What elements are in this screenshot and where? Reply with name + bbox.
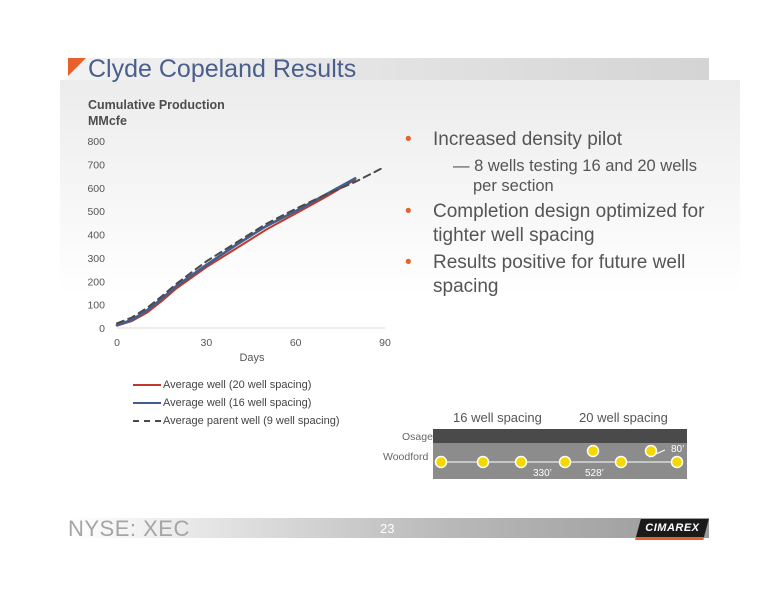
bullet-item: • Completion design optimized for tighte… <box>405 200 705 248</box>
bullet-dot: • <box>405 201 412 222</box>
chart-ylabel-line-1: Cumulative Production <box>88 98 225 112</box>
y-tick-label: 100 <box>87 300 105 312</box>
footer-bar <box>68 518 709 538</box>
bullet-text: Completion design optimized for tighter … <box>433 201 705 246</box>
company-logo-text: CIMAREX <box>645 522 700 534</box>
layer-label-osage: Osage <box>402 431 433 443</box>
x-tick-label: 90 <box>379 337 391 349</box>
slide-title: Clyde Copeland Results <box>88 55 357 83</box>
y-tick-label: 700 <box>87 159 105 171</box>
y-tick-label: 200 <box>87 276 105 288</box>
distance-label-80: 80’ <box>671 444 684 455</box>
sub-bullet-text: — 8 wells testing 16 and 20 wells per se… <box>453 157 697 195</box>
y-tick-label: 800 <box>87 136 105 148</box>
bullet-dot: • <box>405 129 412 150</box>
series-line-0 <box>116 178 357 327</box>
legend-label-20-spacing: Average well (20 well spacing) <box>163 379 312 391</box>
legend-label-parent: Average parent well (9 well spacing) <box>163 415 340 427</box>
y-tick-label: 600 <box>87 183 105 195</box>
well-marker <box>670 455 684 469</box>
x-tick-label: 30 <box>200 337 212 349</box>
bullet-dot: • <box>405 252 412 273</box>
distance-label-528: 528’ <box>585 468 604 479</box>
x-tick-label: 60 <box>290 337 302 349</box>
x-tick-label: 0 <box>114 337 120 349</box>
chart-ylabel-line-2: MMcfe <box>88 114 127 128</box>
company-logo: CIMAREX <box>635 519 709 540</box>
well-marker <box>514 455 528 469</box>
y-tick-label: 300 <box>87 253 105 265</box>
series-line-1 <box>115 177 357 327</box>
y-tick-label: 500 <box>87 206 105 218</box>
bullet-text: Increased density pilot <box>433 129 623 150</box>
y-tick-label: 0 <box>99 323 105 335</box>
osage-layer <box>433 429 687 443</box>
well-marker <box>586 444 600 458</box>
well-spacing-diagram: 330’ 528’ 80’ <box>433 429 687 479</box>
legend-item-20-spacing: Average well (20 well spacing) <box>133 376 340 394</box>
chart-ylabel: Cumulative Production MMcfe <box>88 97 225 129</box>
legend-item-16-spacing: Average well (16 well spacing) <box>133 394 340 412</box>
distance-label-330: 330’ <box>533 468 552 479</box>
bullet-item: • Results positive for future well spaci… <box>405 251 705 299</box>
diagram-heading-20: 20 well spacing <box>579 410 668 425</box>
diagram-heading-16: 16 well spacing <box>453 410 542 425</box>
legend-swatch-parent <box>133 420 161 422</box>
y-tick-label: 400 <box>87 230 105 242</box>
bullet-text: Results positive for future well spacing <box>433 252 686 297</box>
well-marker <box>476 455 490 469</box>
bullet-list: • Increased density pilot — 8 wells test… <box>405 128 705 302</box>
well-marker <box>558 455 572 469</box>
well-marker <box>644 444 658 458</box>
page-number: 23 <box>380 521 395 536</box>
title-bar <box>68 58 709 80</box>
well-marker <box>434 455 448 469</box>
legend-item-parent: Average parent well (9 well spacing) <box>133 412 340 430</box>
bullet-item: • Increased density pilot — 8 wells test… <box>405 128 705 196</box>
legend-swatch-16-spacing <box>133 402 161 404</box>
layer-label-woodford: Woodford <box>383 451 429 463</box>
slide-background <box>60 80 740 470</box>
legend-swatch-20-spacing <box>133 384 161 386</box>
well-marker <box>614 455 628 469</box>
chart-legend: Average well (20 well spacing) Average w… <box>133 376 340 430</box>
x-axis-title: Days <box>239 352 265 364</box>
footer-ticker: NYSE: XEC <box>68 516 190 541</box>
title-accent-triangle <box>68 58 86 76</box>
legend-label-16-spacing: Average well (16 well spacing) <box>163 397 312 409</box>
series-line-2 <box>116 165 386 325</box>
